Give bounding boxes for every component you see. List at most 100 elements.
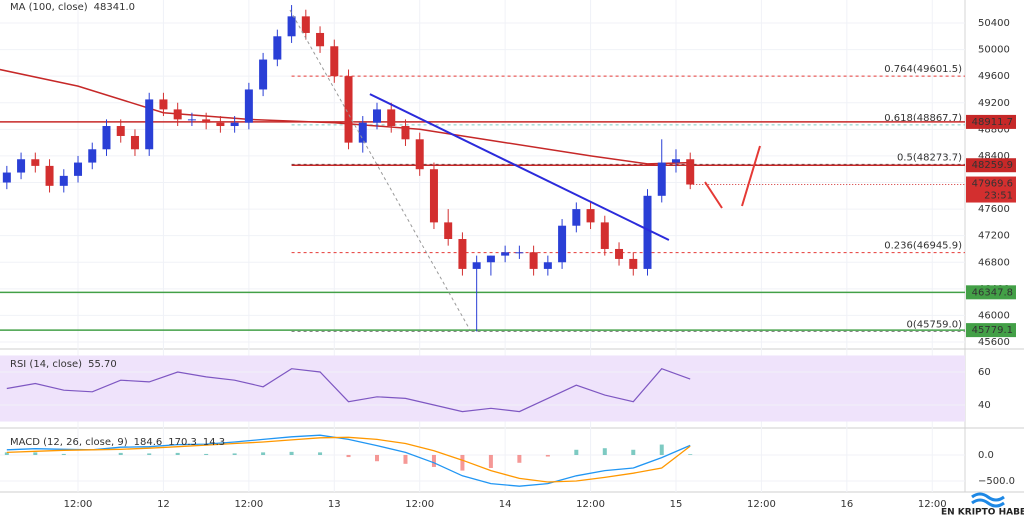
candle-body (230, 122, 239, 127)
histogram-bar (488, 454, 493, 468)
y-tick-label: 50000 (978, 45, 1010, 56)
candle-body (387, 109, 396, 127)
histogram-bar (232, 453, 237, 455)
candle-body (102, 126, 111, 150)
macd-line (6, 436, 691, 483)
candle-body (515, 252, 524, 254)
histogram-bar (204, 453, 209, 455)
x-tick-label: 12:00 (64, 499, 93, 510)
x-tick-label: 12:00 (747, 499, 776, 510)
candle-body (216, 122, 225, 127)
rsi-band (0, 355, 965, 422)
candle-body (401, 126, 410, 140)
candle-body (244, 89, 253, 123)
x-tick-label: 12:00 (405, 499, 434, 510)
histogram-bar (4, 452, 9, 455)
candle-body (657, 162, 666, 196)
histogram-bar (318, 452, 323, 455)
candle-body (145, 99, 154, 150)
fib-label: 0.764(49601.5) (884, 64, 962, 75)
level-badge (966, 285, 1016, 300)
histogram-bar (403, 454, 408, 464)
candle-body (173, 109, 182, 120)
y-tick-label: 48400 (978, 151, 1010, 162)
histogram-bar (261, 452, 266, 455)
header-text: RSI (14, close) (10, 359, 82, 370)
candle-body (558, 225, 567, 263)
header-text: 184.6 (134, 437, 163, 448)
candle-body (316, 32, 325, 47)
histogram-bar (460, 454, 465, 471)
candle-body (2, 172, 11, 183)
candle-body (686, 159, 695, 185)
candle-body (472, 262, 481, 269)
x-tick-label: 16 (840, 499, 853, 510)
fib-label: 0(45759.0) (906, 319, 962, 330)
candle-body (358, 122, 367, 143)
candle-body (586, 209, 595, 223)
candle-body (330, 46, 339, 77)
candle-body (45, 165, 54, 186)
forecast-arrow (704, 145, 761, 209)
candle-body (458, 239, 467, 269)
fib-diagonal (289, 9, 471, 331)
last-price-badge (966, 176, 1016, 203)
histogram-bar (61, 453, 66, 455)
candle-body (373, 109, 382, 123)
level-label: 48259.9 (972, 160, 1013, 171)
trendline (369, 93, 670, 241)
histogram-bar (33, 452, 38, 455)
y-tick-label: 48800 (978, 124, 1010, 135)
y-tick-label: 0.0 (978, 450, 994, 461)
histogram-bar (659, 444, 664, 455)
watermark: EN KRIPTO HABER (941, 508, 1024, 518)
x-tick-label: 12 (157, 499, 170, 510)
x-tick-label: 12:00 (234, 499, 263, 510)
candle-body (572, 209, 581, 226)
histogram-bar (346, 454, 351, 458)
y-tick-label: 46000 (978, 310, 1010, 321)
histogram-bar (517, 454, 522, 463)
candle-body (671, 159, 680, 163)
fib-label: 0.5(48273.7) (897, 152, 962, 163)
x-tick-label: 15 (670, 499, 683, 510)
candle-body (415, 139, 424, 170)
candle-body (259, 59, 268, 90)
candle-body (486, 255, 495, 263)
candle-body (615, 248, 624, 259)
y-tick-label: 49200 (978, 98, 1010, 109)
candle-body (629, 258, 638, 269)
histogram-bar (289, 451, 294, 455)
histogram-bar (602, 448, 607, 455)
candle-body (202, 119, 211, 123)
countdown: 23:51 (984, 191, 1013, 202)
last-price-label: 47969.6 (972, 179, 1013, 190)
candle-body (643, 195, 652, 269)
histogram-bar (431, 454, 436, 467)
level-badge (966, 114, 1016, 129)
histogram-bar (118, 452, 123, 455)
header-text: MACD (12, 26, close, 9) (10, 437, 128, 448)
macd-line (6, 434, 691, 487)
y-tick-label: 40 (978, 400, 991, 411)
logo (971, 492, 1005, 508)
header-text: 55.70 (88, 359, 117, 370)
candle-body (344, 76, 353, 143)
histogram-bar (175, 452, 180, 455)
level-badge (966, 323, 1016, 338)
histogram-bar (574, 449, 579, 455)
header-text: 48341.0 (94, 2, 135, 13)
fib-label: 0.618(48867.7) (884, 113, 962, 124)
candle-body (187, 119, 196, 121)
layers: 12:00 12 12:00 13 12:00 14 12:00 15 12:00 16 12:00… (0, 0, 1016, 510)
histogram-bar (545, 454, 550, 457)
level-label: 48911.7 (972, 117, 1013, 128)
y-tick-label: 47200 (978, 231, 1010, 242)
level-label: 45779.1 (972, 325, 1013, 336)
y-tick-label: 47600 (978, 204, 1010, 215)
candle-body (600, 222, 609, 249)
y-tick-label: 60 (978, 367, 991, 378)
